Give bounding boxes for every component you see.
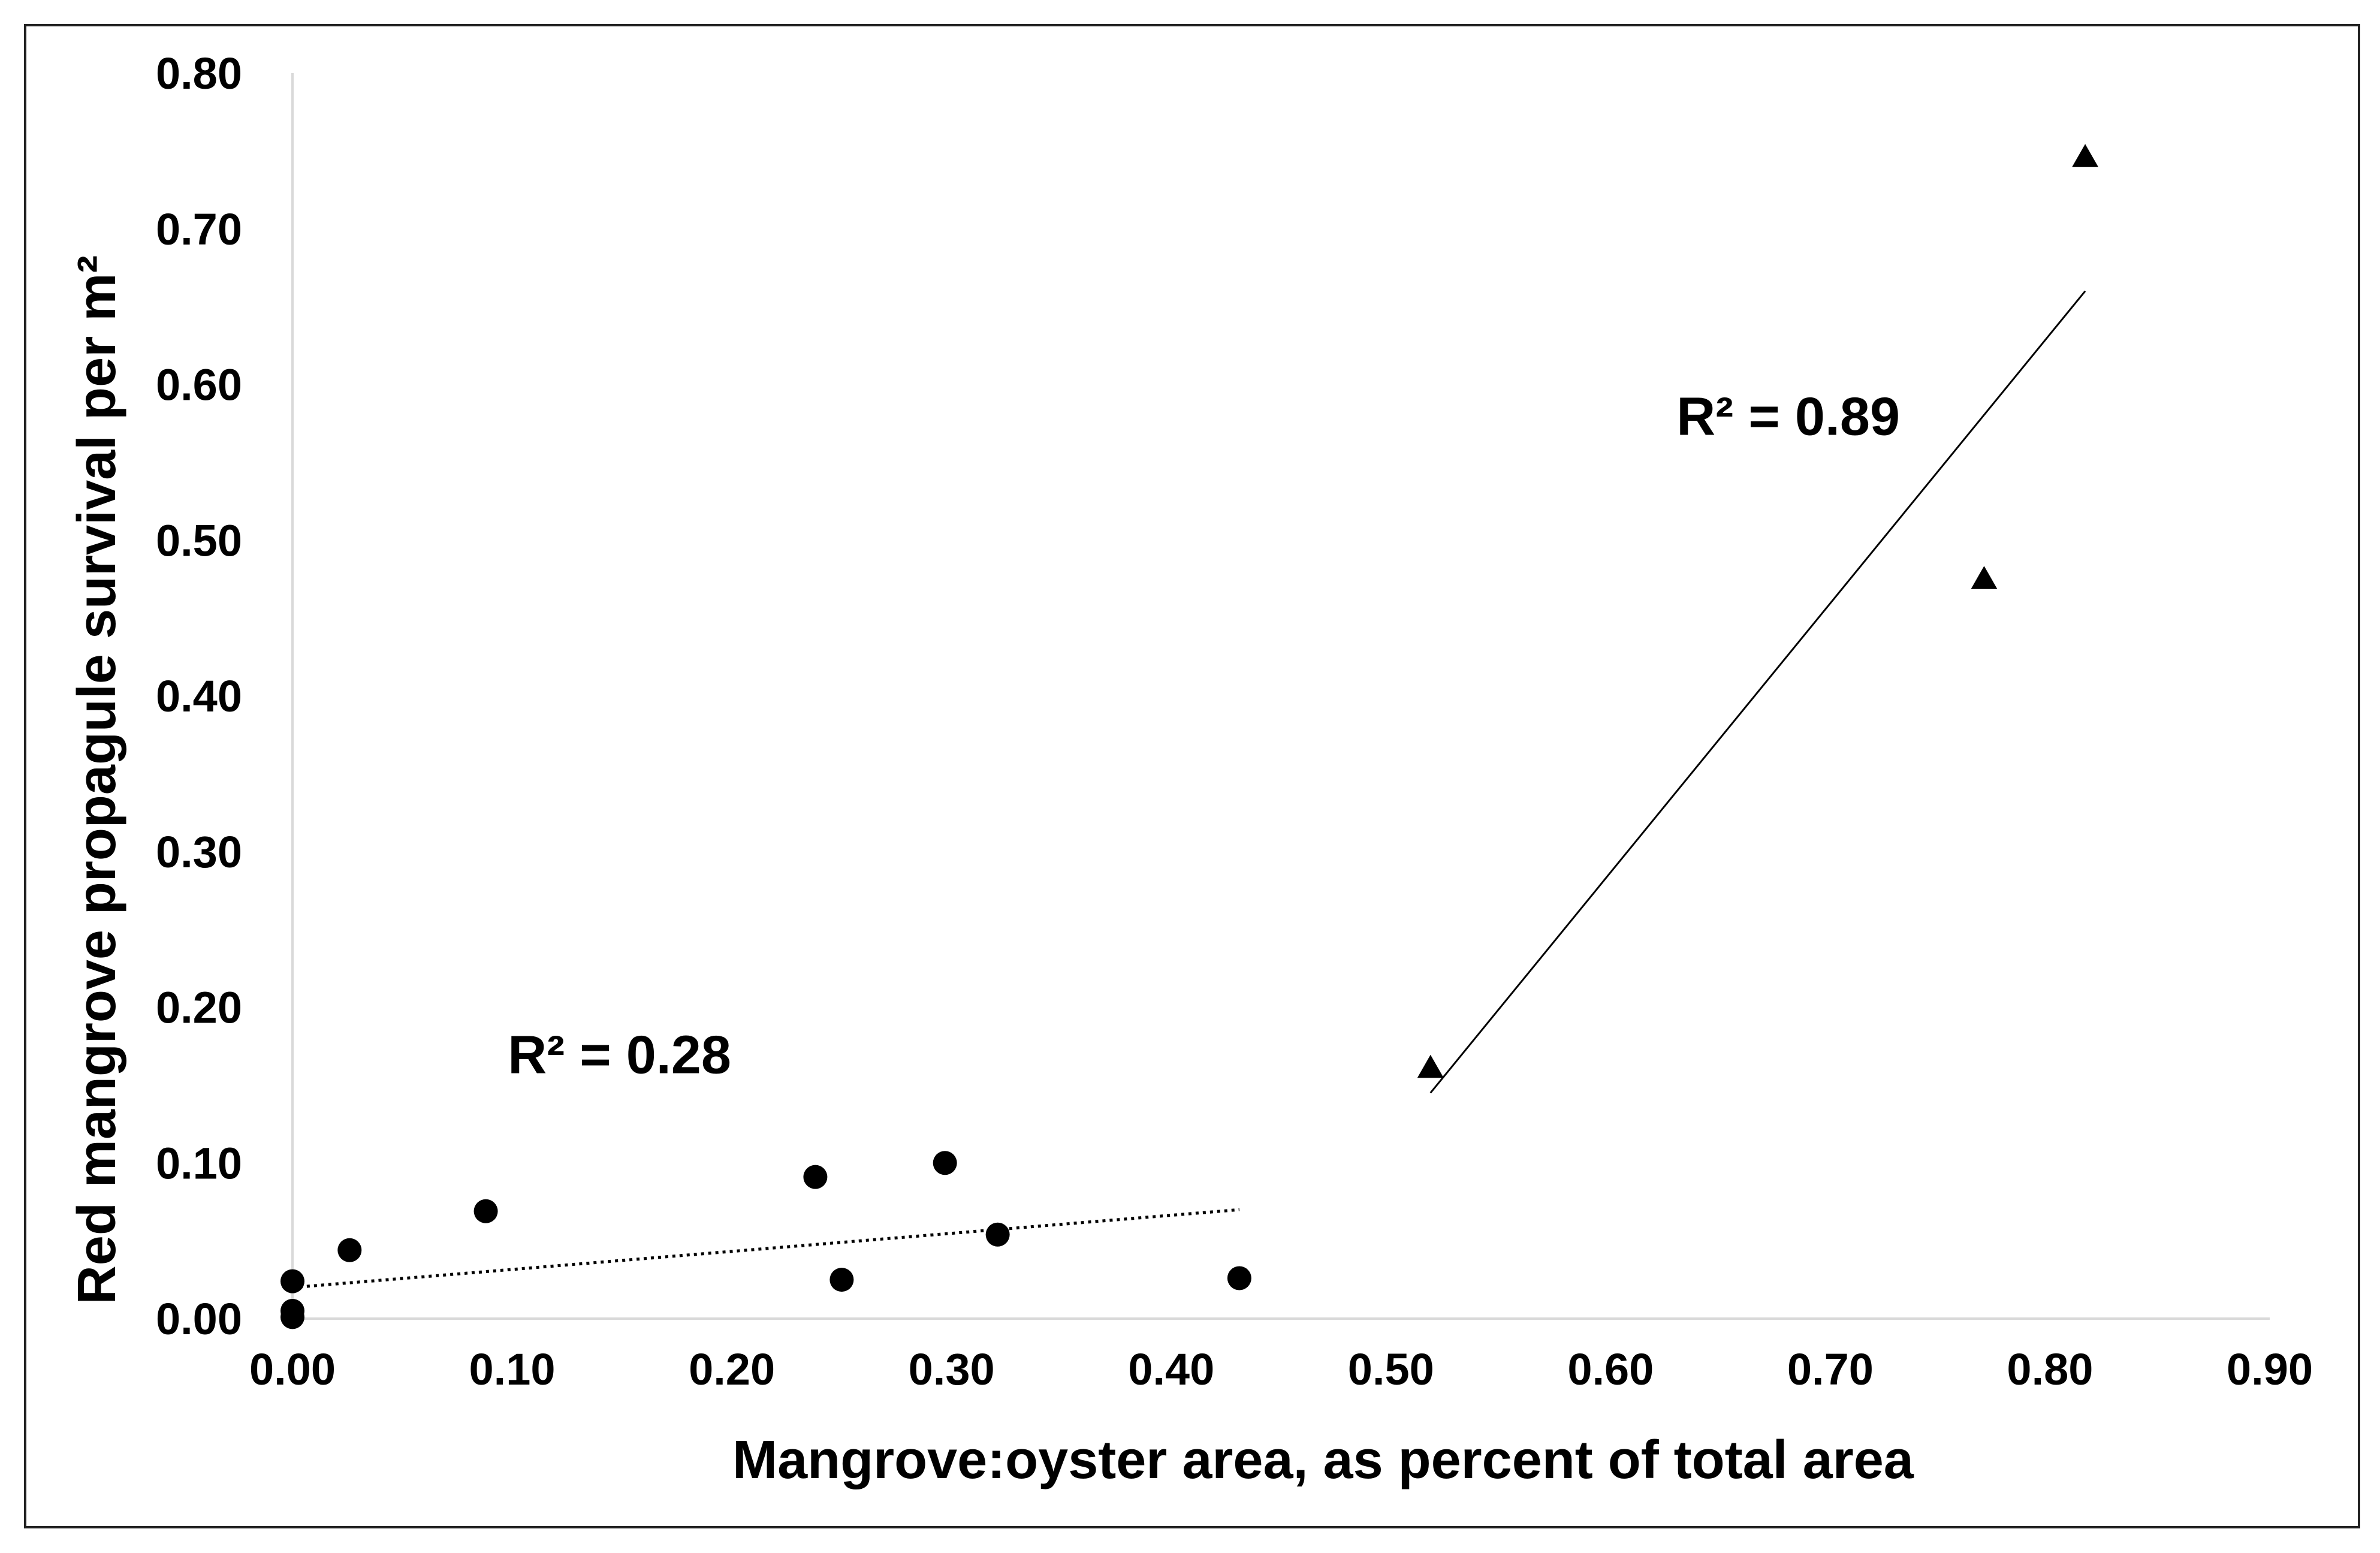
r-squared-annotation: R² = 0.89 <box>1676 387 1900 447</box>
x-tick-label: 0.40 <box>1128 1344 1214 1394</box>
x-axis-title: Mangrove:oyster area, as percent of tota… <box>732 1430 1914 1490</box>
tick-labels: 0.00 0.10 0.20 0.30 0.40 0.50 0.60 0.70 0.80 0.90… <box>156 49 2313 1394</box>
x-tick-label: 0.10 <box>469 1344 556 1394</box>
y-axis-title: Red mangrove propagule survival per m² <box>67 255 127 1304</box>
y-tick-label: 0.20 <box>156 983 242 1033</box>
data-point-circle <box>985 1222 1010 1247</box>
data-point-triangle <box>1971 566 1998 589</box>
data-points <box>280 144 2099 1329</box>
data-point-circle <box>280 1269 304 1293</box>
axes <box>291 73 2270 1320</box>
x-tick-label: 0.70 <box>1787 1344 1874 1394</box>
y-tick-label: 0.10 <box>156 1138 242 1188</box>
trendline-series-2 <box>1429 290 2086 1094</box>
scatter-chart: 0.00 0.10 0.20 0.30 0.40 0.50 0.60 0.70 0.80 0.90… <box>67 49 2313 1490</box>
chart-frame: 0.00 0.10 0.20 0.30 0.40 0.50 0.60 0.70 0.80 0.90… <box>24 24 2360 1528</box>
x-tick-label: 0.30 <box>909 1344 995 1394</box>
data-point-circle <box>473 1199 498 1223</box>
trendlines <box>292 290 2086 1289</box>
trendline-series-1 <box>292 1208 1240 1289</box>
x-tick-label: 0.00 <box>249 1344 336 1394</box>
x-tick-label: 0.90 <box>2227 1344 2313 1394</box>
data-point-circle <box>280 1305 304 1329</box>
x-tick-label: 0.80 <box>2007 1344 2093 1394</box>
y-tick-label: 0.80 <box>156 49 242 98</box>
data-point-circle <box>829 1268 854 1292</box>
y-tick-label: 0.00 <box>156 1294 242 1344</box>
y-tick-label: 0.30 <box>156 827 242 877</box>
r-squared-annotation: R² = 0.28 <box>508 1025 731 1085</box>
data-point-triangle <box>2072 144 2099 167</box>
y-tick-label: 0.70 <box>156 204 242 254</box>
y-tick-label: 0.50 <box>156 515 242 565</box>
y-tick-label: 0.60 <box>156 360 242 410</box>
data-point-circle <box>1227 1266 1251 1290</box>
x-tick-label: 0.50 <box>1348 1344 1434 1394</box>
data-point-triangle <box>1417 1054 1444 1078</box>
y-tick-label: 0.40 <box>156 671 242 721</box>
annotations: R² = 0.28 R² = 0.89 <box>508 387 1900 1085</box>
x-tick-label: 0.20 <box>689 1344 775 1394</box>
data-point-circle <box>803 1165 828 1189</box>
data-point-circle <box>933 1151 957 1175</box>
data-point-circle <box>337 1238 362 1262</box>
x-tick-label: 0.60 <box>1567 1344 1654 1394</box>
